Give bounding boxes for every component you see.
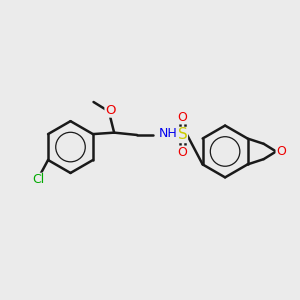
Text: O: O	[105, 104, 116, 117]
Text: NH: NH	[158, 127, 177, 140]
Text: Cl: Cl	[32, 173, 44, 186]
Text: O: O	[178, 146, 188, 159]
Text: S: S	[178, 128, 187, 142]
Text: O: O	[276, 145, 286, 158]
Text: O: O	[178, 111, 188, 124]
